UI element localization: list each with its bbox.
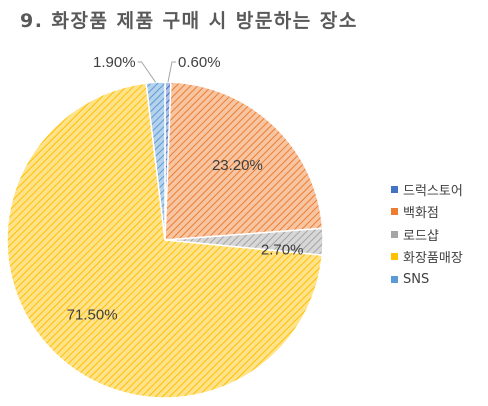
leader-line-SNS xyxy=(137,61,157,83)
legend-label: 드럭스토어 xyxy=(403,183,463,199)
legend-swatch xyxy=(391,208,398,216)
legend-swatch xyxy=(391,230,398,238)
legend-label: 백화점 xyxy=(403,206,439,222)
legend-label: 화장품매장 xyxy=(403,251,463,267)
chart-title: 9. 화장품 제품 구매 시 방문하는 장소 xyxy=(20,10,358,32)
data-label-SNS: 1.90% xyxy=(93,54,136,71)
pie-slice-화장품매장 xyxy=(6,82,324,399)
legend-item-SNS: SNS xyxy=(391,268,463,291)
legend-item-백화점: 백화점 xyxy=(391,201,463,224)
data-label-백화점: 23.20% xyxy=(212,157,263,174)
legend-swatch xyxy=(391,185,398,193)
legend-swatch xyxy=(391,275,398,283)
legend-item-드럭스토어: 드럭스토어 xyxy=(391,178,463,201)
legend-item-화장품매장: 화장품매장 xyxy=(391,246,463,269)
data-label-로드샵: 2.70% xyxy=(261,241,304,258)
data-label-드럭스토어: 0.60% xyxy=(178,54,221,71)
legend-label: 로드샵 xyxy=(403,228,439,244)
legend-label: SNS xyxy=(403,271,430,287)
pie-slice-백화점 xyxy=(164,81,324,241)
data-label-화장품매장: 71.50% xyxy=(67,307,118,324)
leader-line-드럭스토어 xyxy=(167,61,176,83)
legend-swatch xyxy=(391,253,398,261)
legend-item-로드샵: 로드샵 xyxy=(391,223,463,246)
